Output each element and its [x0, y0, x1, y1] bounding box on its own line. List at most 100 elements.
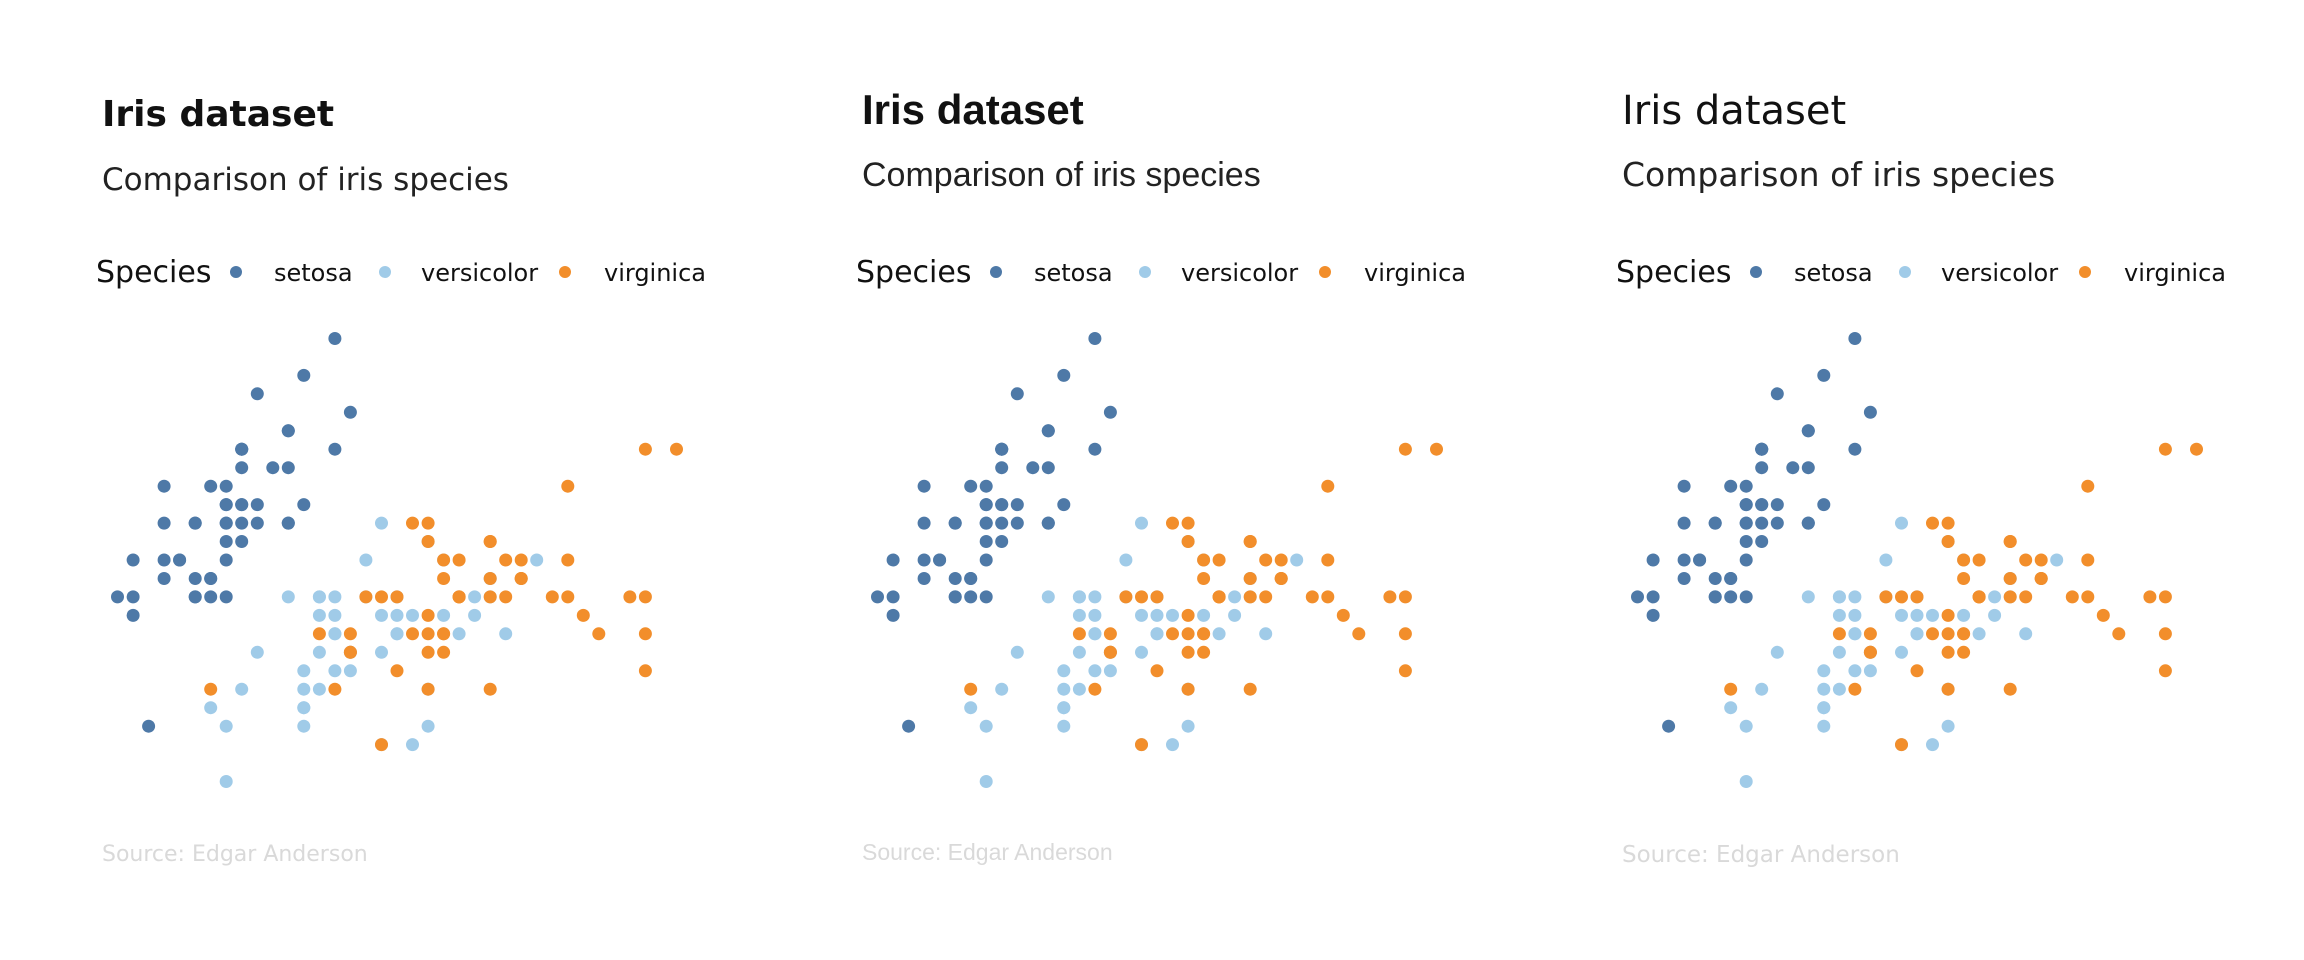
point-virginica — [1383, 590, 1397, 604]
chart-panel-3: Iris dataset Comparison of iris species Sp… — [1520, 0, 2280, 960]
point-versicolor — [1228, 608, 1242, 622]
point-setosa — [1848, 332, 1862, 345]
point-virginica — [452, 590, 466, 604]
point-virginica — [1243, 682, 1257, 696]
point-virginica — [514, 553, 528, 567]
point-virginica — [670, 442, 683, 456]
point-setosa — [188, 590, 202, 604]
point-virginica — [390, 590, 404, 604]
point-versicolor — [297, 719, 311, 733]
point-virginica — [437, 572, 451, 585]
point-versicolor — [204, 701, 218, 715]
point-versicolor — [1088, 590, 1102, 604]
point-virginica — [1879, 590, 1893, 604]
legend-marker-versicolor — [379, 266, 391, 278]
point-setosa — [917, 479, 931, 493]
point-virginica — [1398, 664, 1412, 678]
point-virginica — [2081, 590, 2095, 604]
point-versicolor — [328, 608, 342, 622]
point-virginica — [1197, 627, 1211, 641]
point-versicolor — [1166, 608, 1179, 622]
point-versicolor — [1910, 627, 1924, 641]
point-setosa — [1041, 424, 1055, 438]
point-virginica — [1926, 516, 1939, 530]
point-versicolor — [979, 719, 993, 733]
point-versicolor — [1863, 664, 1877, 678]
point-setosa — [1088, 442, 1102, 456]
point-setosa — [157, 516, 171, 530]
point-versicolor — [297, 701, 311, 715]
point-virginica — [1941, 535, 1955, 548]
point-setosa — [1646, 553, 1660, 567]
point-versicolor — [2019, 627, 2033, 641]
point-setosa — [995, 498, 1009, 512]
point-setosa — [297, 368, 311, 382]
point-virginica — [421, 535, 435, 548]
point-virginica — [1848, 682, 1862, 696]
point-virginica — [2081, 553, 2095, 567]
point-virginica — [421, 627, 435, 641]
point-virginica — [1119, 590, 1133, 604]
chart-subtitle: Comparison of iris species — [1622, 155, 2055, 194]
point-versicolor — [1119, 553, 1133, 567]
point-versicolor — [1895, 608, 1908, 622]
point-setosa — [1739, 498, 1753, 512]
point-versicolor — [995, 682, 1009, 696]
point-virginica — [499, 590, 513, 604]
legend-title: Species — [1616, 255, 1731, 290]
point-versicolor — [1072, 608, 1086, 622]
point-virginica — [1941, 682, 1955, 696]
point-virginica — [1243, 535, 1257, 548]
point-versicolor — [1832, 608, 1846, 622]
point-versicolor — [1259, 627, 1273, 641]
point-versicolor — [297, 664, 311, 678]
point-virginica — [390, 664, 404, 678]
point-virginica — [343, 645, 357, 659]
legend-label-virginica: virginica — [604, 259, 706, 287]
point-versicolor — [1072, 645, 1086, 659]
point-setosa — [219, 553, 233, 567]
point-versicolor — [1181, 719, 1195, 733]
point-virginica — [2112, 627, 2126, 641]
point-virginica — [1941, 608, 1955, 622]
point-virginica — [576, 608, 590, 622]
point-virginica — [406, 627, 419, 641]
point-setosa — [1786, 461, 1800, 475]
point-versicolor — [390, 608, 404, 622]
legend: Species setosa versicolor virginica — [96, 255, 706, 290]
chart-svg: Iris dataset Comparison of iris species Sp… — [96, 94, 706, 867]
point-virginica — [514, 572, 528, 585]
point-virginica — [1166, 627, 1179, 641]
point-versicolor — [1941, 719, 1955, 733]
chart-subtitle: Comparison of iris species — [102, 162, 509, 198]
point-virginica — [483, 572, 497, 585]
point-virginica — [1103, 645, 1117, 659]
point-setosa — [1631, 590, 1644, 604]
point-virginica — [1895, 738, 1908, 752]
point-versicolor — [1135, 645, 1148, 659]
point-virginica — [421, 682, 435, 696]
point-versicolor — [2050, 553, 2064, 567]
point-virginica — [452, 553, 466, 567]
legend-label-versicolor: versicolor — [421, 259, 538, 287]
point-setosa — [1103, 405, 1117, 419]
point-versicolor — [1817, 719, 1831, 733]
point-setosa — [1724, 479, 1738, 493]
legend-title: Species — [96, 255, 211, 290]
point-virginica — [1910, 664, 1924, 678]
point-versicolor — [1197, 608, 1211, 622]
point-virginica — [2158, 664, 2172, 678]
point-setosa — [886, 608, 900, 622]
point-setosa — [1677, 572, 1691, 585]
legend-marker-virginica — [559, 266, 571, 278]
point-virginica — [1430, 442, 1443, 456]
point-virginica — [1863, 645, 1877, 659]
chart-title: Iris dataset — [862, 86, 1084, 133]
point-virginica — [638, 627, 652, 641]
point-virginica — [964, 682, 978, 696]
point-versicolor — [1088, 627, 1102, 641]
point-versicolor — [235, 682, 249, 696]
point-versicolor — [437, 608, 451, 622]
point-versicolor — [1926, 738, 1939, 752]
